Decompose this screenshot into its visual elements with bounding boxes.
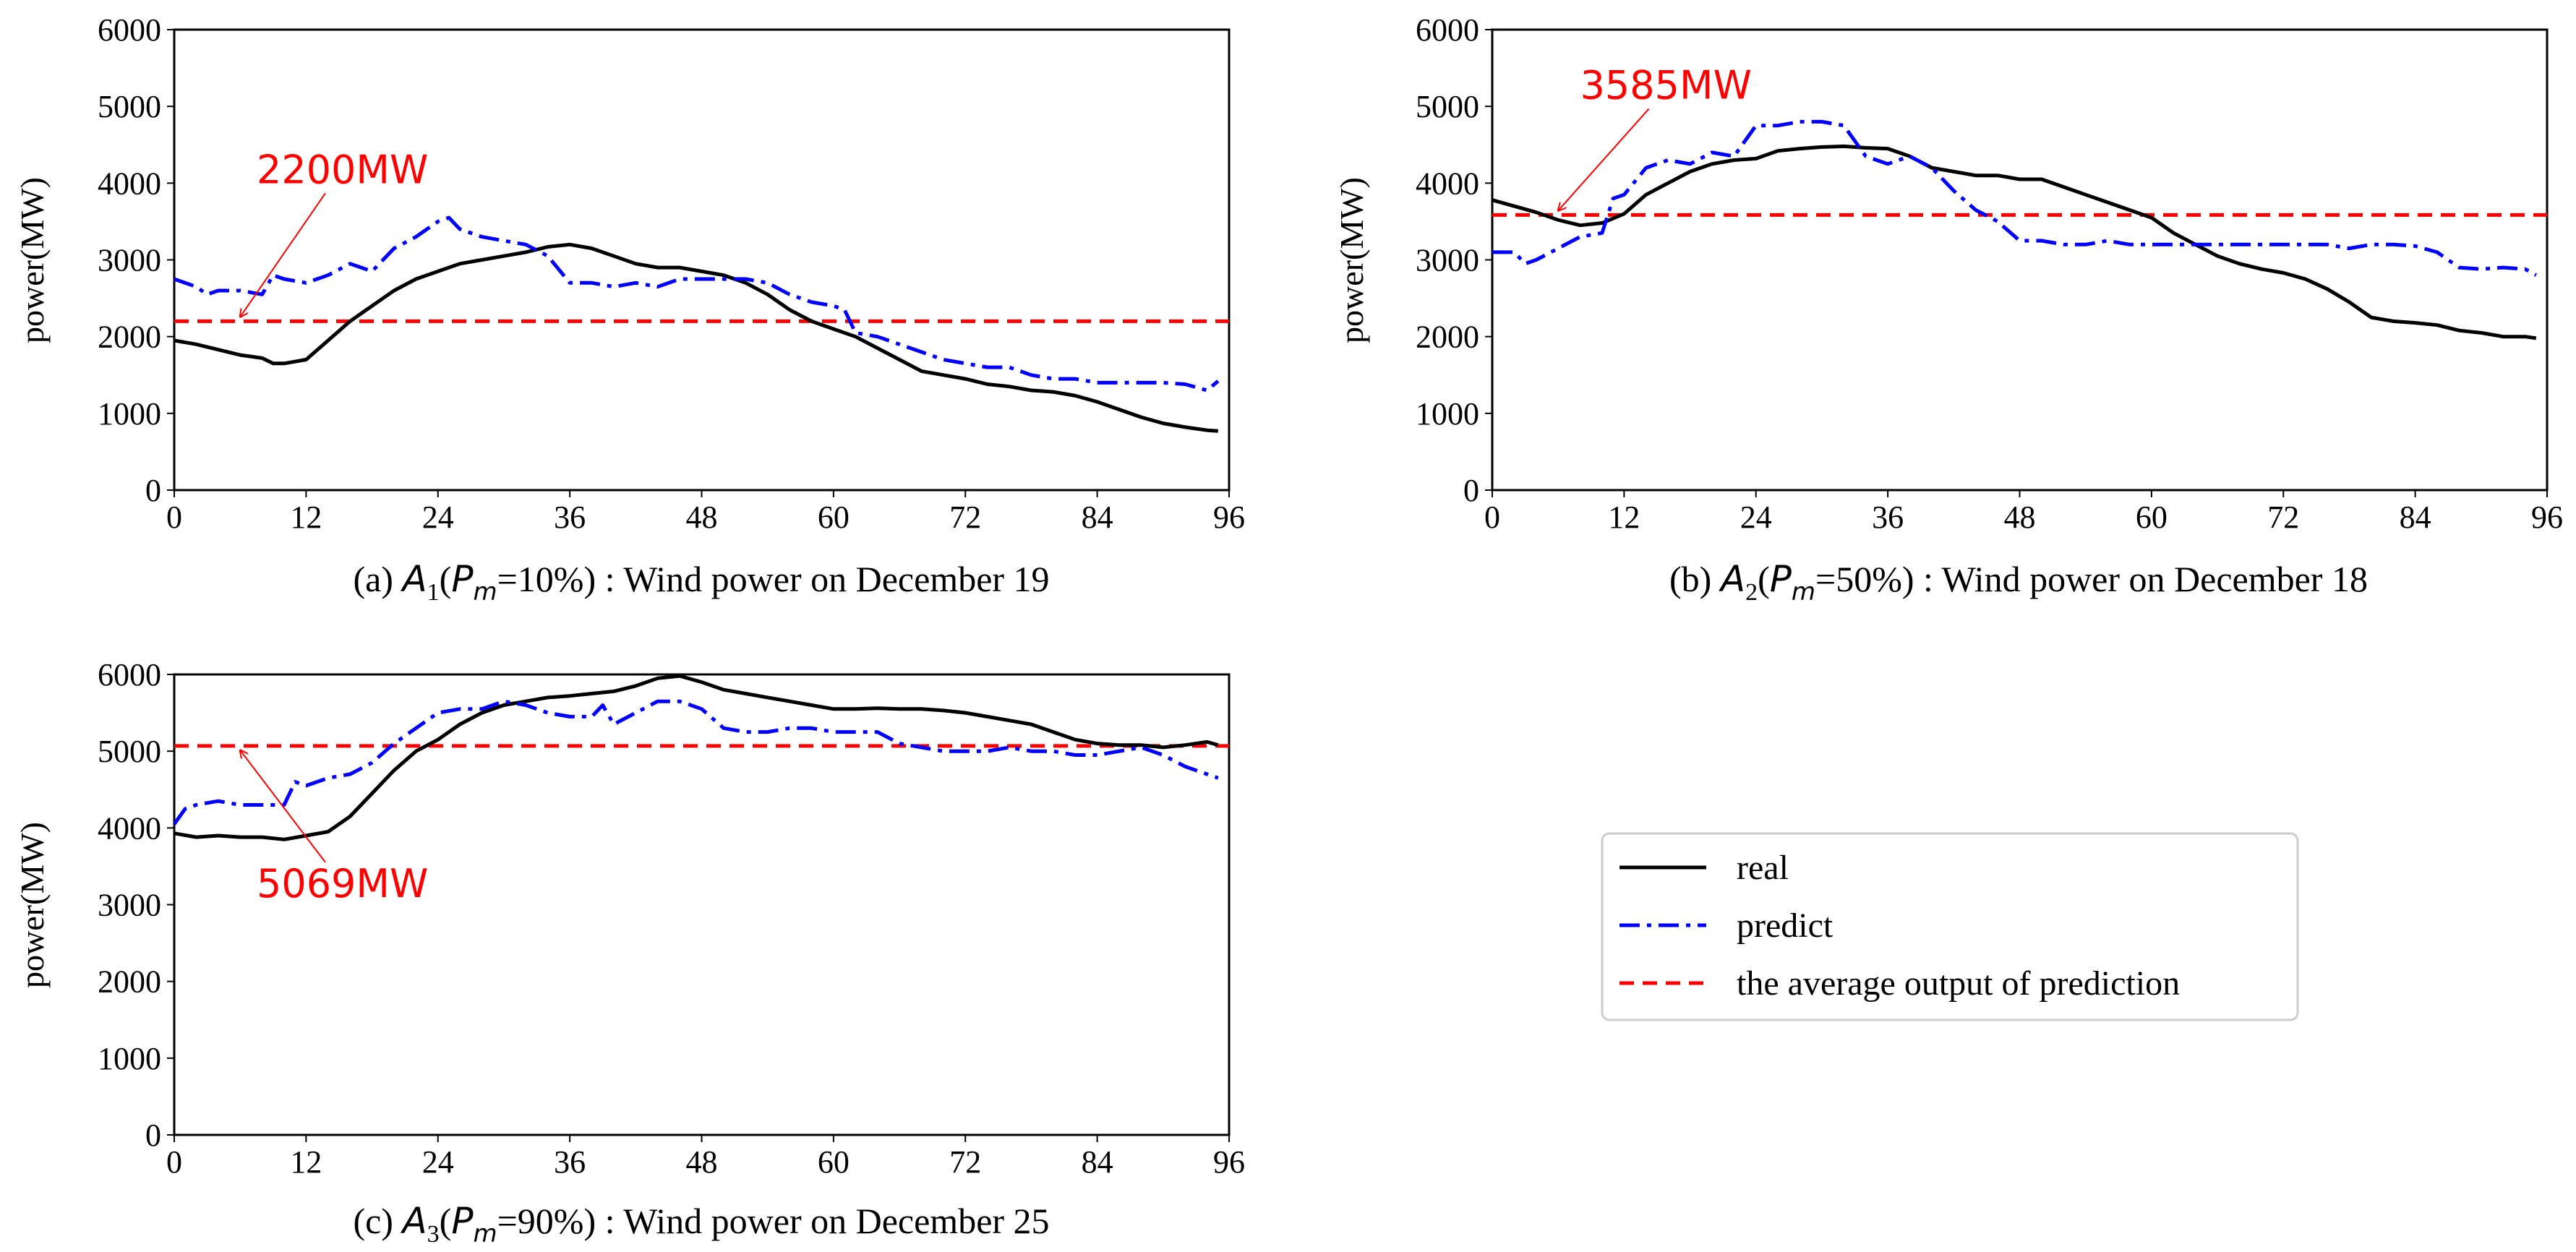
caption-c: (c) A3(Pm=90%) : Wind power on December … — [353, 1200, 1049, 1248]
x-tick-label-c: 84 — [1082, 1144, 1113, 1180]
x-tick-label-b: 84 — [2400, 499, 2431, 535]
predict-line-b — [1492, 119, 2538, 277]
x-tick-label-b: 36 — [1872, 499, 1904, 535]
y-tick-label-c: 6000 — [98, 657, 161, 693]
annotation-label-c: 5069MW — [257, 861, 428, 906]
real-line-a — [174, 242, 1218, 433]
y-tick-label-c: 2000 — [98, 964, 161, 1000]
y-tick-label-b: 6000 — [1416, 12, 1479, 48]
legend-average-label: the average output of prediction — [1737, 964, 2180, 1003]
y-tick-label-a: 5000 — [98, 89, 161, 124]
y-tick-label-c: 3000 — [98, 888, 161, 923]
y-tick-label-a: 4000 — [98, 166, 161, 201]
panel-a: power(MW) (a) A1(Pm=10%) : Wind power on… — [14, 12, 1245, 606]
legend-predict-label: predict — [1737, 906, 1833, 945]
y-tick-label-c: 1000 — [98, 1041, 161, 1076]
legend: real predict the average output of predi… — [1601, 832, 2299, 1021]
x-tick-label-a: 36 — [554, 499, 586, 535]
legend-real-label: real — [1737, 849, 1789, 887]
y-tick-label-b: 5000 — [1416, 89, 1479, 124]
y-axis-label-c: power(MW) — [14, 822, 51, 988]
x-tick-label-a: 72 — [949, 499, 981, 535]
y-tick-label-a: 0 — [145, 473, 161, 508]
x-tick-label-a: 84 — [1082, 499, 1113, 535]
y-tick-label-b: 0 — [1463, 473, 1479, 508]
caption-a: (a) A1(Pm=10%) : Wind power on December … — [353, 558, 1049, 606]
y-tick-label-c: 0 — [145, 1118, 161, 1153]
y-tick-label-a: 2000 — [98, 320, 161, 355]
annotation-label-b: 3585MW — [1580, 63, 1752, 108]
x-tick-label-b: 24 — [1740, 499, 1772, 535]
x-tick-label-c: 0 — [166, 1144, 182, 1180]
real-line-c — [174, 674, 1219, 841]
x-tick-label-b: 12 — [1608, 499, 1640, 535]
x-tick-label-b: 48 — [2004, 499, 2036, 535]
x-tick-label-b: 60 — [2136, 499, 2168, 535]
panel-c: power(MW) (c) A3(Pm=90%) : Wind power on… — [14, 657, 1245, 1248]
y-tick-label-a: 3000 — [98, 243, 161, 278]
legend-box — [1601, 832, 2299, 1021]
x-tick-label-c: 36 — [554, 1144, 586, 1180]
x-tick-label-a: 12 — [290, 499, 322, 535]
real-line-b — [1492, 144, 2537, 340]
predict-line-c — [172, 699, 1219, 826]
predict-line-a — [174, 215, 1220, 393]
caption-b: (b) A2(Pm=50%) : Wind power on December … — [1669, 558, 2368, 606]
x-tick-label-a: 24 — [422, 499, 454, 535]
y-tick-label-a: 1000 — [98, 396, 161, 432]
x-tick-label-a: 96 — [1213, 499, 1245, 535]
y-tick-label-c: 5000 — [98, 734, 161, 769]
x-tick-label-c: 24 — [422, 1144, 454, 1180]
y-axis-label-b: power(MW) — [1333, 177, 1370, 343]
annotation-arrow-a — [240, 192, 326, 317]
x-tick-label-c: 48 — [686, 1144, 718, 1180]
x-tick-label-a: 0 — [166, 499, 182, 535]
x-tick-label-c: 72 — [949, 1144, 981, 1180]
y-tick-label-b: 2000 — [1416, 320, 1479, 355]
plot-area-a — [173, 28, 1231, 492]
x-tick-label-c: 96 — [1213, 1144, 1245, 1180]
x-tick-label-a: 48 — [686, 499, 718, 535]
annotation-arrow-b — [1558, 108, 1650, 211]
x-tick-label-b: 0 — [1484, 499, 1500, 535]
x-tick-label-b: 72 — [2267, 499, 2299, 535]
x-tick-label-c: 60 — [818, 1144, 850, 1180]
y-tick-label-c: 4000 — [98, 810, 161, 846]
y-axis-label-a: power(MW) — [14, 177, 51, 343]
y-tick-label-a: 6000 — [98, 12, 161, 48]
annotation-arrow-c — [240, 750, 326, 863]
x-tick-label-c: 12 — [290, 1144, 322, 1180]
annotation-label-a: 2200MW — [257, 147, 428, 192]
y-tick-label-b: 3000 — [1416, 243, 1479, 278]
x-tick-label-b: 96 — [2531, 499, 2563, 535]
panel-b: power(MW) (b) A2(Pm=50%) : Wind power on… — [1333, 12, 2563, 606]
x-tick-label-a: 60 — [818, 499, 850, 535]
y-tick-label-b: 4000 — [1416, 166, 1479, 201]
y-tick-label-b: 1000 — [1416, 396, 1479, 432]
